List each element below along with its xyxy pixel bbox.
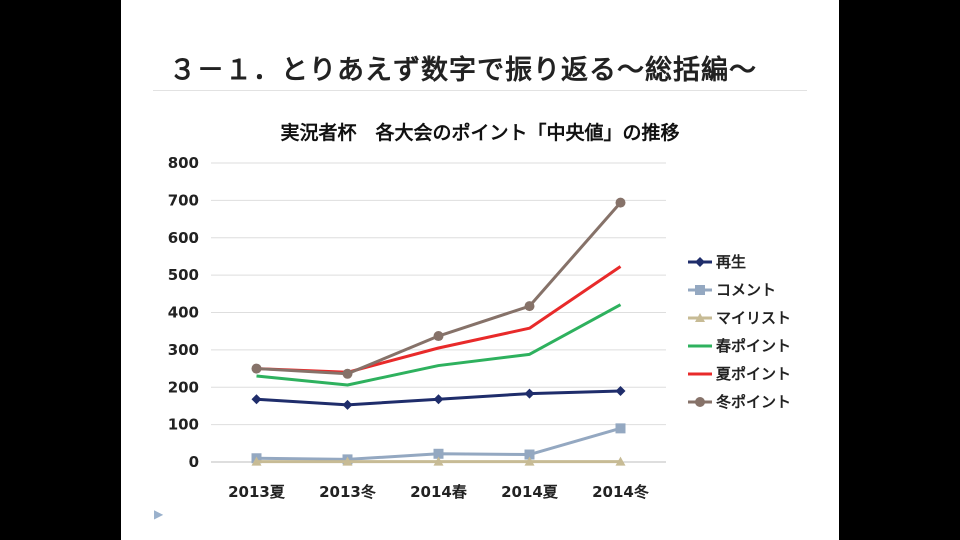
y-tick-label: 800 (168, 154, 199, 172)
series-line (256, 303, 622, 387)
x-tick-label: 2014夏 (501, 483, 559, 501)
data-point (433, 331, 444, 342)
legend-marker (695, 397, 705, 407)
series-line (256, 265, 622, 374)
legend-label: コメント (716, 281, 776, 299)
data-point (433, 456, 444, 466)
y-tick-label: 300 (168, 341, 199, 359)
x-tick-label: 2014春 (410, 483, 467, 501)
data-point (615, 423, 626, 434)
y-tick-label: 100 (168, 416, 199, 434)
bullet-arrow-icon: ▶ (154, 507, 164, 521)
data-point (342, 456, 353, 466)
legend-marker (695, 285, 705, 295)
x-tick-label: 2014冬 (592, 483, 649, 501)
data-point (524, 388, 535, 399)
legend-label: 冬ポイント (716, 393, 791, 411)
x-tick-label: 2013夏 (228, 483, 286, 501)
line-chart: 0 100 200 300 400 500 600 700 800 2013夏 2013冬 2014春… (168, 154, 791, 501)
legend-marker (695, 257, 705, 267)
y-tick-label: 600 (168, 229, 199, 247)
data-point (524, 301, 535, 312)
data-point (615, 456, 626, 466)
legend-marker (695, 313, 705, 322)
legend-label: マイリスト (716, 309, 791, 327)
title-divider (153, 90, 807, 91)
y-tick-label: 700 (168, 191, 199, 209)
chart-title: 実況者杯 各大会のポイント「中央値」の推移 (280, 122, 680, 144)
slide-title: ３－１．とりあえず数字で振り返る～総括編～ (169, 55, 757, 86)
data-point (524, 449, 535, 460)
y-tick-label: 500 (168, 266, 199, 284)
y-tick-label: 400 (168, 304, 199, 322)
data-point (524, 456, 535, 466)
legend-label: 再生 (716, 253, 746, 271)
data-point (342, 399, 353, 410)
data-point (615, 197, 626, 208)
data-point (251, 456, 262, 466)
data-point (251, 363, 262, 374)
y-tick-label: 200 (168, 378, 199, 396)
y-tick-label: 0 (189, 453, 199, 471)
data-point (433, 394, 444, 405)
data-point (615, 385, 626, 396)
legend-label: 夏ポイント (715, 365, 791, 383)
slide: ３－１．とりあえず数字で振り返る～総括編～ 実況者杯 各大会のポイント「中央値」… (121, 0, 839, 540)
x-tick-label: 2013冬 (319, 483, 376, 501)
data-point (433, 448, 444, 459)
legend-label: 春ポイント (716, 337, 791, 355)
data-point (251, 394, 262, 405)
data-point (342, 368, 353, 379)
